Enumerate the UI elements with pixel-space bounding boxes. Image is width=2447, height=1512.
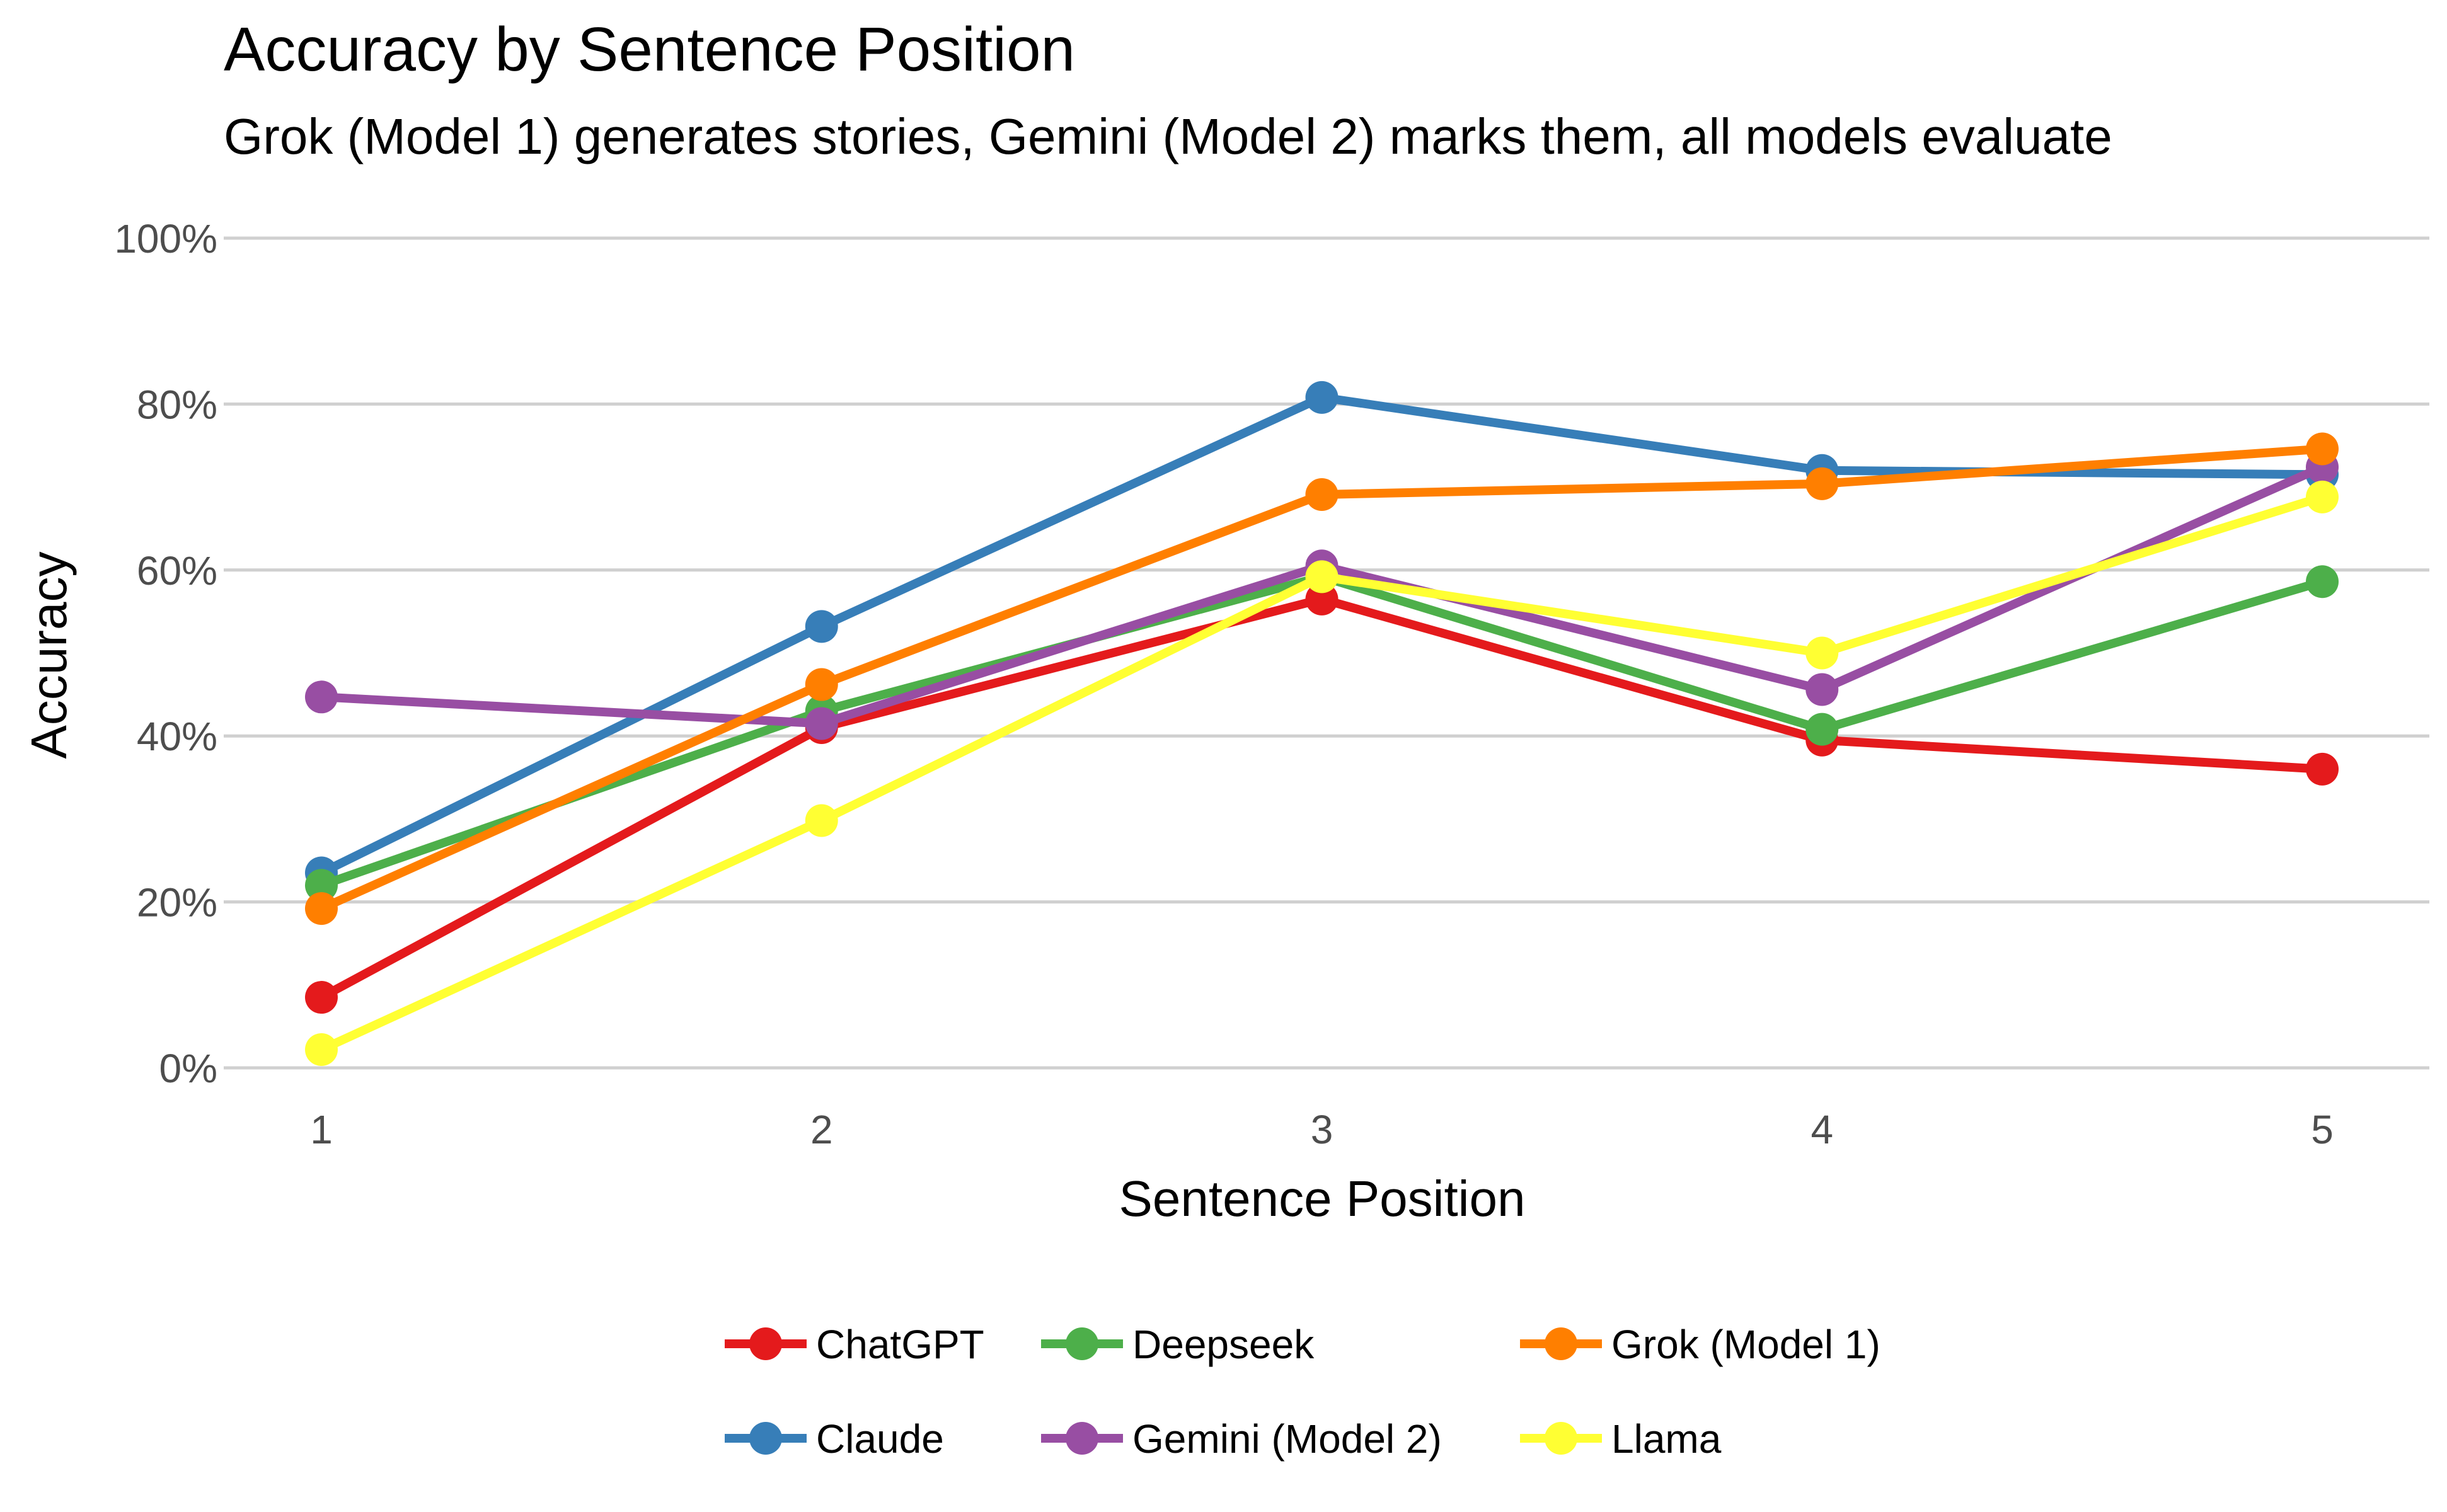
legend-label: Claude (816, 1416, 944, 1462)
y-tick-label: 100% (114, 216, 217, 261)
data-point (805, 668, 838, 701)
data-point (2306, 752, 2339, 786)
legend: ChatGPT Claude Deepseek Gemini (Model 2) Gro… (725, 1322, 1880, 1462)
data-point (1805, 636, 1839, 670)
x-axis-label: Sentence Position (1119, 1171, 1526, 1227)
data-point (1805, 713, 1839, 746)
data-point (305, 892, 338, 925)
legend-swatch-point (1545, 1327, 1577, 1360)
chart-subtitle: Grok (Model 1) generates stories, Gemini… (224, 108, 2112, 164)
data-point (805, 707, 838, 740)
legend-item: Claude (725, 1416, 944, 1462)
series-group (305, 381, 2339, 1067)
y-tick-label: 60% (137, 548, 217, 593)
legend-swatch-point (1545, 1422, 1577, 1455)
y-tick-label: 0% (159, 1046, 218, 1091)
y-tick-label: 40% (137, 714, 217, 759)
data-point (1305, 381, 1339, 414)
x-tick-label: 5 (2311, 1107, 2334, 1152)
x-tick-label: 3 (1311, 1107, 1333, 1152)
legend-label: Grok (Model 1) (1611, 1322, 1880, 1367)
data-point (1805, 673, 1839, 706)
x-axis-ticks: 1 2 3 4 5 (310, 1107, 2334, 1152)
data-point (1305, 560, 1339, 593)
data-point (1805, 467, 1839, 500)
legend-swatch-point (749, 1422, 782, 1455)
legend-swatch-point (1066, 1327, 1098, 1360)
legend-swatch-point (749, 1327, 782, 1360)
series-chatgpt (305, 582, 2339, 1014)
legend-label: ChatGPT (816, 1322, 984, 1367)
data-point (2306, 480, 2339, 513)
data-point (305, 1033, 338, 1067)
legend-item: ChatGPT (725, 1322, 984, 1367)
legend-item: Deepseek (1041, 1322, 1315, 1367)
chart-title: Accuracy by Sentence Position (224, 14, 1075, 84)
series-line (317, 594, 2327, 1002)
x-tick-label: 1 (310, 1107, 333, 1152)
legend-item: Llama (1520, 1416, 1722, 1462)
data-point (1305, 478, 1339, 511)
y-axis-label: Accuracy (21, 552, 77, 759)
y-tick-label: 20% (137, 880, 217, 925)
legend-label: Gemini (Model 2) (1132, 1416, 1442, 1462)
series-claude (305, 381, 2339, 890)
data-point (805, 804, 838, 837)
x-tick-label: 2 (810, 1107, 833, 1152)
legend-swatch-point (1066, 1422, 1098, 1455)
y-axis-ticks: 0% 20% 40% 60% 80% 100% (114, 216, 217, 1091)
y-tick-label: 80% (137, 382, 217, 427)
legend-item: Gemini (Model 2) (1041, 1416, 1442, 1462)
series-llama (305, 480, 2339, 1067)
data-point (805, 610, 838, 643)
legend-label: Deepseek (1132, 1322, 1315, 1367)
data-point (305, 680, 338, 714)
data-point (2306, 432, 2339, 466)
x-tick-label: 4 (1811, 1107, 1833, 1152)
data-point (305, 981, 338, 1014)
data-point (305, 869, 338, 902)
data-point (2306, 565, 2339, 598)
data-point (1305, 582, 1339, 616)
legend-label: Llama (1611, 1416, 1722, 1462)
series-grok-model-1 (305, 432, 2339, 925)
legend-item: Grok (Model 1) (1520, 1322, 1880, 1367)
